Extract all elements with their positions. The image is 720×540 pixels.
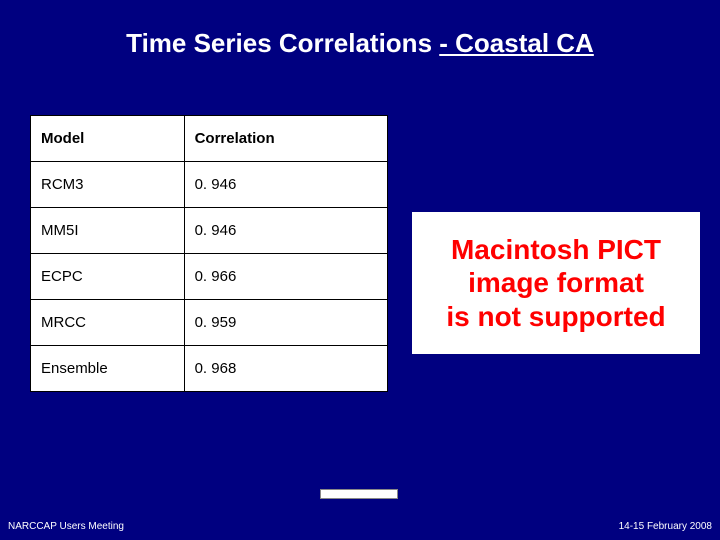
cell-correlation: 0. 946 — [184, 162, 387, 208]
pict-line3: is not supported — [446, 300, 665, 334]
table-header-row: Model Correlation — [31, 116, 388, 162]
cell-model: ECPC — [31, 254, 185, 300]
pict-placeholder: Macintosh PICT image format is not suppo… — [412, 212, 700, 354]
cell-correlation: 0. 959 — [184, 300, 387, 346]
table-row: MM5I 0. 946 — [31, 208, 388, 254]
pict-line2: image format — [468, 266, 644, 300]
title-prefix: Time Series Correlations — [126, 28, 439, 58]
correlation-table: Model Correlation RCM3 0. 946 MM5I 0. 94… — [30, 115, 388, 392]
correlation-table-inner: Model Correlation RCM3 0. 946 MM5I 0. 94… — [30, 115, 388, 392]
cell-correlation: 0. 946 — [184, 208, 387, 254]
header-model: Model — [31, 116, 185, 162]
table-row: ECPC 0. 966 — [31, 254, 388, 300]
header-correlation: Correlation — [184, 116, 387, 162]
table-row: MRCC 0. 959 — [31, 300, 388, 346]
table-row: Ensemble 0. 968 — [31, 346, 388, 392]
footer-left: NARCCAP Users Meeting — [8, 521, 124, 532]
cell-correlation: 0. 966 — [184, 254, 387, 300]
table-row: RCM3 0. 946 — [31, 162, 388, 208]
pict-line1: Macintosh PICT — [451, 233, 661, 267]
footer-center-placeholder — [320, 489, 398, 499]
slide-title: Time Series Correlations - Coastal CA — [0, 28, 720, 59]
footer-right: 14-15 February 2008 — [619, 521, 712, 532]
cell-model: MRCC — [31, 300, 185, 346]
cell-model: Ensemble — [31, 346, 185, 392]
cell-correlation: 0. 968 — [184, 346, 387, 392]
title-underlined: - Coastal CA — [439, 28, 594, 58]
cell-model: RCM3 — [31, 162, 185, 208]
cell-model: MM5I — [31, 208, 185, 254]
